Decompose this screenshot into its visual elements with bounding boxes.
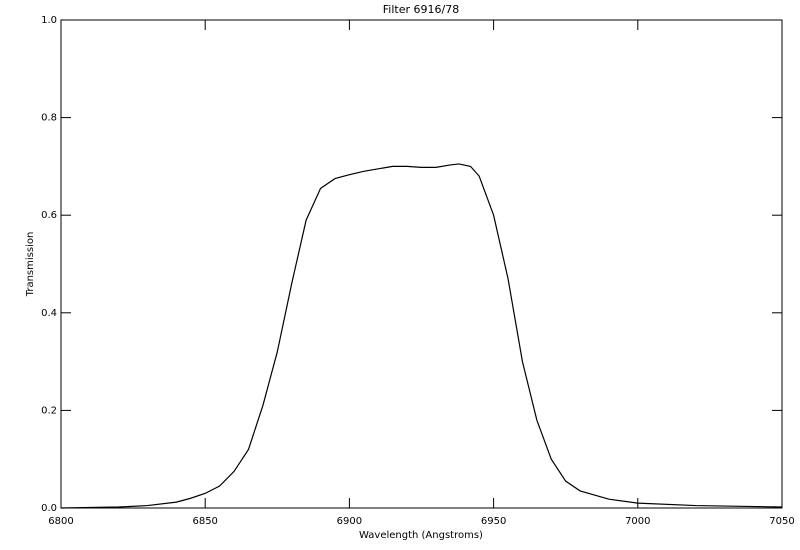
x-tick-label: 6950 — [481, 516, 506, 527]
y-tick-label: 0.6 — [41, 210, 57, 221]
y-tick-label: 0.2 — [41, 405, 57, 416]
chart-title: Filter 6916/78 — [383, 3, 459, 16]
x-axis-label: Wavelength (Angstroms) — [359, 530, 483, 541]
x-tick-label: 6900 — [337, 516, 362, 527]
x-tick-label: 6850 — [192, 516, 217, 527]
series-line — [60, 163, 783, 509]
y-tick-label: 0.4 — [41, 308, 57, 319]
plot-frame — [60, 19, 783, 509]
y-axis-label: Transmission — [25, 232, 36, 298]
x-tick-label: 7000 — [625, 516, 650, 527]
y-tick-label: 0.0 — [41, 503, 57, 514]
x-tick-label: 7050 — [769, 516, 794, 527]
x-tick-label: 6800 — [48, 516, 73, 527]
y-tick-label: 0.8 — [41, 113, 57, 124]
y-tick-label: 1.0 — [41, 15, 57, 26]
